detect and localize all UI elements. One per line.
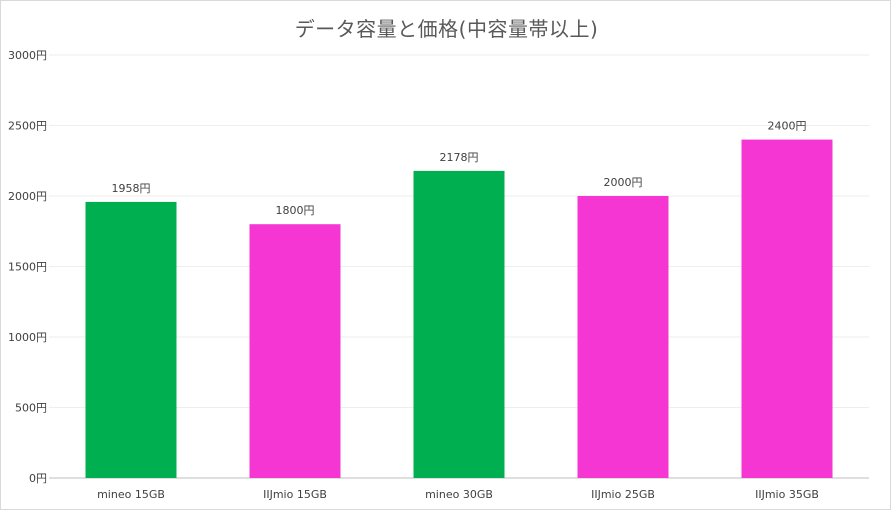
y-tick-label: 2000円 <box>8 190 47 203</box>
category-label: IIJmio 15GB <box>263 488 327 501</box>
category-label: mineo 15GB <box>97 488 165 501</box>
y-tick-label: 500円 <box>15 402 47 415</box>
bar <box>413 170 505 479</box>
y-tick-label: 3000円 <box>8 49 47 62</box>
category-label: IIJmio 25GB <box>591 488 655 501</box>
chart-title: データ容量と価格(中容量帯以上) <box>294 17 599 41</box>
y-tick-label: 1500円 <box>8 261 47 274</box>
bar <box>249 224 341 478</box>
bar <box>577 196 669 478</box>
data-label: 2400円 <box>768 120 807 133</box>
data-label: 2000円 <box>604 176 643 189</box>
category-label: mineo 30GB <box>425 488 493 501</box>
data-label: 2178円 <box>440 151 479 164</box>
y-tick-label: 1000円 <box>8 331 47 344</box>
data-label: 1958円 <box>112 182 151 195</box>
y-tick-label: 0円 <box>29 472 47 485</box>
bar <box>741 139 833 478</box>
bar <box>85 201 177 478</box>
y-tick-label: 2500円 <box>8 120 47 133</box>
category-label: IIJmio 35GB <box>755 488 819 501</box>
data-label: 1800円 <box>276 204 315 217</box>
